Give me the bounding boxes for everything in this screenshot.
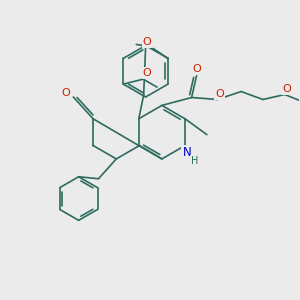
Text: O: O [215,88,224,98]
Text: H: H [191,156,199,167]
Text: N: N [183,146,191,159]
Text: O: O [192,64,201,74]
Text: O: O [143,68,152,78]
Text: O: O [61,88,70,98]
Text: O: O [282,84,291,94]
Text: O: O [143,37,152,46]
